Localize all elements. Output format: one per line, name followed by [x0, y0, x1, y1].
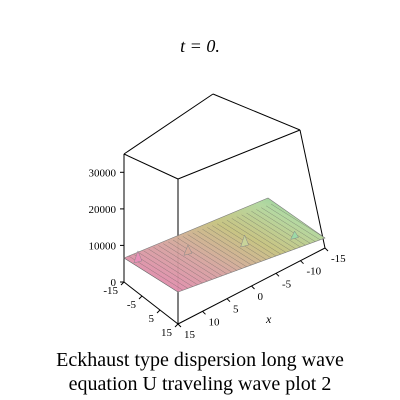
- surface-gridline: [143, 250, 198, 286]
- z-tick-label: 20000: [89, 204, 117, 216]
- x-tick-mark: [275, 272, 280, 277]
- x-tick-mark: [202, 310, 206, 315]
- surface-gridline: [167, 241, 223, 277]
- surface-gridline: [158, 245, 213, 280]
- y-tick-mark: [174, 323, 179, 328]
- surface-gridline: [270, 203, 326, 239]
- x-tick-mark: [324, 247, 329, 252]
- y-tick-mark: [138, 295, 143, 300]
- surface-gridline: [153, 246, 208, 282]
- surface-gridline: [133, 254, 188, 289]
- x-tick-label: 0: [258, 291, 264, 303]
- surface-gridline: [231, 218, 286, 253]
- surface-gridline: [148, 248, 203, 284]
- surface-gridline: [202, 228, 257, 264]
- caption-line-2: equation U traveling wave plot 2: [68, 373, 332, 395]
- plot-title: t = 0.: [180, 36, 220, 56]
- surface-gridline: [212, 225, 267, 260]
- surface-peak: [133, 250, 143, 264]
- surface-peak: [183, 244, 193, 256]
- y-tick-label: 15: [161, 327, 173, 339]
- surface-gridline: [207, 227, 262, 262]
- z-axis: 0 10000 20000 30000: [89, 167, 124, 289]
- surface-peak: [290, 230, 299, 240]
- surface-gridline: [187, 234, 242, 269]
- x-tick-label: 15: [184, 329, 196, 341]
- surface-gridline: [182, 236, 237, 271]
- z-tick-label: 30000: [89, 167, 117, 179]
- surface-gridline: [163, 243, 218, 278]
- x-tick-label: 10: [209, 316, 221, 328]
- caption-line-1: Eckhaust type dispersion long wave: [56, 349, 344, 371]
- z-tick-label: 0: [111, 277, 117, 289]
- surface-gridline: [261, 207, 316, 242]
- surface-gridline: [226, 219, 282, 255]
- surface-gridline: [265, 205, 321, 241]
- x-tick-mark: [251, 285, 255, 290]
- surface-gridline: [138, 252, 193, 287]
- surface-gridline: [192, 232, 247, 268]
- surface-gridline: [246, 212, 301, 248]
- surface-gridline: [197, 230, 252, 266]
- x-axis: -15 -10 -5 0 5 10 15: [177, 247, 346, 341]
- x-tick-mark: [300, 260, 304, 265]
- x-tick-mark: [226, 298, 231, 303]
- surface-gridline: [251, 210, 306, 246]
- y-tick-mark: [156, 309, 161, 314]
- y-axis: -15 -5 5 15: [103, 281, 179, 339]
- x-tick-label: 5: [233, 304, 239, 316]
- y-tick-label: -5: [127, 299, 137, 311]
- x-tick-label: -5: [282, 278, 292, 290]
- x-tick-label: -10: [307, 266, 322, 278]
- y-tick-mark: [120, 281, 125, 286]
- x-axis-label: x: [265, 312, 272, 326]
- surface-peak: [240, 234, 249, 248]
- z-tick-label: 10000: [89, 240, 117, 252]
- surface-gridline: [241, 214, 296, 250]
- surface-gridline: [172, 239, 228, 275]
- surface-sheet: [123, 197, 326, 293]
- bounding-box: [123, 93, 326, 324]
- surface: [123, 197, 326, 293]
- surface-gridline: [177, 237, 233, 273]
- surface-gridline: [123, 257, 179, 293]
- surface-gridline: [256, 209, 311, 244]
- x-tick-label: -15: [331, 253, 346, 265]
- y-tick-label: 5: [149, 313, 155, 325]
- y-tick-label: -15: [103, 285, 118, 297]
- surface-gridline: [236, 216, 291, 251]
- x-tick-mark: [177, 323, 182, 328]
- surface-gridline: [221, 221, 277, 257]
